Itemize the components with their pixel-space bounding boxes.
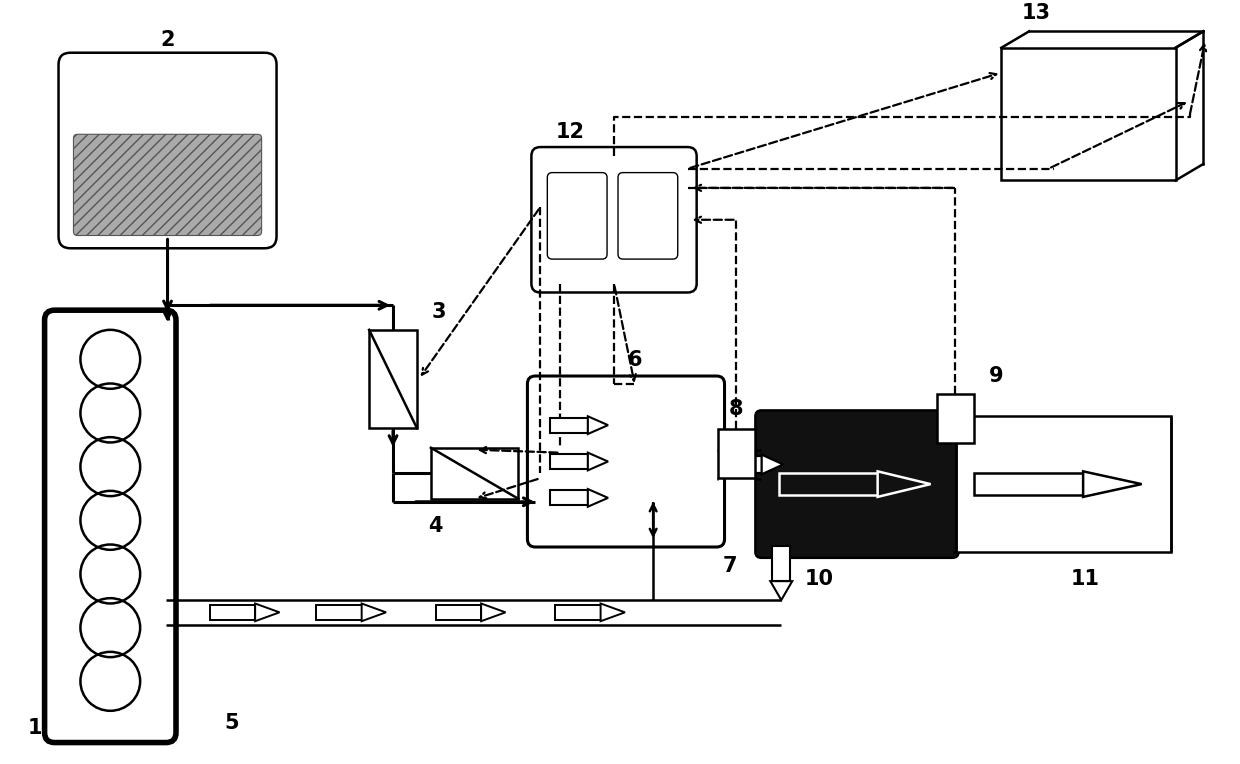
- Bar: [430, 448, 518, 499]
- Text: 4: 4: [429, 516, 443, 536]
- Bar: [773, 546, 790, 581]
- Bar: [551, 490, 588, 505]
- Bar: [370, 330, 417, 428]
- FancyBboxPatch shape: [527, 376, 724, 547]
- FancyBboxPatch shape: [45, 310, 176, 743]
- Bar: [1001, 48, 1176, 180]
- Polygon shape: [770, 581, 792, 600]
- Text: 2: 2: [160, 30, 175, 50]
- Bar: [956, 416, 1171, 552]
- Text: 7: 7: [722, 555, 737, 575]
- Bar: [556, 605, 600, 620]
- Polygon shape: [761, 455, 784, 474]
- Text: 5: 5: [224, 713, 239, 733]
- Bar: [551, 454, 588, 469]
- Bar: [779, 474, 878, 495]
- Text: 11: 11: [1070, 569, 1100, 590]
- FancyBboxPatch shape: [73, 134, 262, 235]
- Bar: [435, 605, 481, 620]
- Text: 9: 9: [990, 366, 1003, 386]
- Text: 3: 3: [432, 302, 446, 322]
- Bar: [551, 418, 588, 432]
- Text: 12: 12: [556, 122, 584, 142]
- FancyBboxPatch shape: [532, 147, 697, 293]
- Polygon shape: [588, 452, 608, 471]
- Polygon shape: [878, 471, 930, 497]
- Polygon shape: [481, 604, 506, 621]
- Bar: [316, 605, 362, 620]
- Polygon shape: [588, 416, 608, 434]
- Polygon shape: [1083, 471, 1142, 497]
- Polygon shape: [362, 604, 386, 621]
- Polygon shape: [588, 489, 608, 507]
- Text: 1: 1: [27, 718, 42, 738]
- Text: 8: 8: [729, 400, 744, 419]
- Bar: [722, 456, 761, 473]
- FancyBboxPatch shape: [547, 173, 608, 259]
- FancyBboxPatch shape: [755, 410, 959, 558]
- Bar: [936, 393, 975, 443]
- FancyBboxPatch shape: [58, 53, 277, 248]
- Polygon shape: [600, 604, 625, 621]
- Bar: [210, 605, 255, 620]
- Text: 6: 6: [627, 351, 642, 371]
- Bar: [975, 474, 1083, 495]
- Bar: [718, 429, 755, 478]
- FancyBboxPatch shape: [618, 173, 678, 259]
- Text: 10: 10: [805, 569, 833, 590]
- Polygon shape: [255, 604, 279, 621]
- Text: 13: 13: [1022, 3, 1050, 24]
